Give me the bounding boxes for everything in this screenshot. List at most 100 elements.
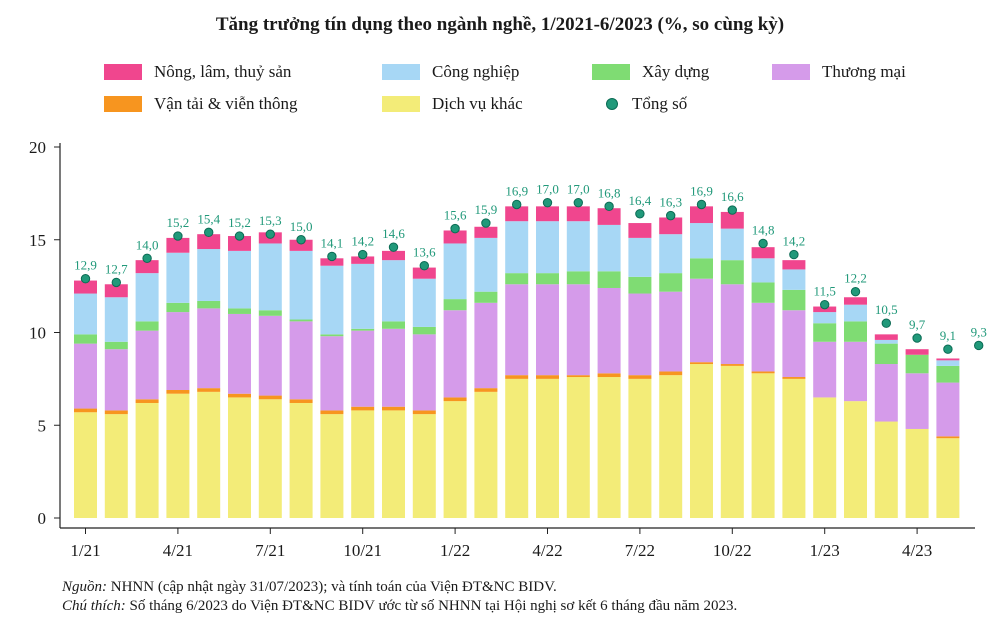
bar-segment	[197, 234, 221, 250]
total-data-label: 12,2	[844, 271, 867, 286]
total-data-label: 12,9	[74, 258, 97, 273]
bar-segment	[382, 406, 405, 411]
total-marker	[512, 199, 522, 210]
bar-segment	[782, 378, 806, 518]
total-data-label: 16,6	[721, 189, 744, 204]
legend: Nông, lâm, thuỷ sản Công nghiệp Xây dựng…	[0, 58, 1000, 122]
bar-segment	[751, 371, 775, 374]
total-data-label: 15,4	[197, 211, 220, 226]
bar-segment	[443, 401, 467, 518]
footnote: Chú thích: Số tháng 6/2023 do Viện ĐT&NC…	[62, 597, 737, 616]
bar-segment	[905, 373, 929, 429]
total-data-label: 9,1	[940, 328, 956, 343]
total-data-label: 16,8	[598, 185, 621, 200]
bar-segment	[844, 341, 867, 402]
total-marker	[450, 223, 460, 234]
x-tick-label: 4/23	[902, 541, 932, 560]
bar-segment	[505, 378, 529, 518]
total-data-label: 16,9	[690, 184, 713, 199]
bar-segment	[505, 273, 529, 285]
bar-segment	[412, 278, 436, 327]
bar-segment	[443, 243, 467, 300]
bar-segment	[936, 365, 960, 383]
bar-segment	[628, 276, 652, 294]
total-data-label: 14,2	[783, 234, 806, 249]
x-tick-label: 7/21	[255, 541, 285, 560]
bar-segment	[536, 375, 559, 379]
legend-label: Công nghiệp	[432, 62, 520, 81]
bar-segment	[905, 354, 929, 374]
bar-segment	[936, 382, 960, 437]
total-marker	[850, 286, 861, 297]
bar-segment	[844, 321, 867, 342]
bar-segment	[74, 412, 97, 518]
bar-segment	[566, 284, 590, 376]
bar-segment	[104, 284, 128, 298]
bar-segment	[628, 375, 652, 379]
total-marker	[727, 205, 737, 215]
bar-segment	[597, 373, 621, 378]
legend-swatch	[382, 64, 420, 80]
bar-segment	[628, 378, 652, 518]
total-marker	[604, 201, 614, 212]
total-marker	[173, 231, 183, 241]
bar-segment	[751, 373, 775, 518]
bar-segment	[782, 310, 806, 378]
bar-segment	[782, 289, 806, 311]
legend-item-tong-so: Tổng số	[592, 94, 687, 114]
bar-segment	[597, 287, 621, 374]
note-text: Số tháng 6/2023 do Viện ĐT&NC BIDV ước t…	[125, 598, 738, 614]
bar-segment	[536, 221, 559, 274]
legend-item-cong-nghiep: Công nghiệp	[382, 62, 519, 82]
bar-segment	[474, 302, 498, 389]
bar-segment	[505, 206, 529, 222]
total-marker	[111, 277, 122, 288]
legend-swatch	[104, 96, 142, 112]
bar-segment	[566, 221, 590, 272]
bar-segment	[690, 258, 713, 279]
bar-segment	[844, 304, 867, 322]
total-data-label: 10,5	[875, 302, 898, 317]
total-data-label: 14,2	[351, 234, 374, 249]
bar-segment	[351, 410, 375, 518]
bar-segment	[474, 226, 498, 238]
bar-segment	[720, 365, 744, 518]
bar-segment	[474, 391, 498, 518]
bar-segment	[289, 321, 313, 400]
bar-segment	[351, 263, 375, 329]
bar-segment	[412, 334, 436, 411]
bar-segment	[351, 330, 375, 407]
bar-segment	[382, 321, 405, 329]
bar-segment	[197, 391, 221, 518]
bar-segment	[228, 250, 251, 309]
bar-segment	[751, 247, 775, 259]
bar-segment	[197, 388, 221, 392]
bar-segment	[166, 390, 190, 394]
legend-swatch	[104, 64, 142, 80]
bar-segment	[874, 334, 898, 340]
bar-segment	[228, 313, 251, 394]
total-marker	[542, 197, 553, 208]
total-data-label: 9,7	[909, 317, 926, 332]
bar-segment	[874, 421, 898, 518]
total-data-label: 15,6	[444, 208, 467, 223]
bar-segment	[197, 249, 221, 301]
total-data-label: 15,9	[475, 202, 498, 217]
bar-segment	[782, 377, 806, 379]
bar-segment	[936, 358, 960, 361]
bar-segment	[813, 341, 837, 398]
bar-segment	[320, 414, 344, 518]
bar-segment	[905, 349, 929, 355]
bar-segment	[782, 260, 806, 270]
legend-label: Thương mại	[822, 62, 906, 81]
total-marker	[296, 235, 306, 245]
bar-segment	[320, 334, 344, 337]
bar-segment	[782, 269, 806, 290]
bar-segment	[474, 291, 498, 303]
bar-segment	[597, 271, 621, 288]
x-tick-label: 1/23	[810, 541, 840, 560]
bar-segment	[320, 265, 344, 335]
bar-segment	[166, 252, 190, 303]
bar-segment	[690, 206, 713, 224]
total-marker	[142, 253, 152, 263]
